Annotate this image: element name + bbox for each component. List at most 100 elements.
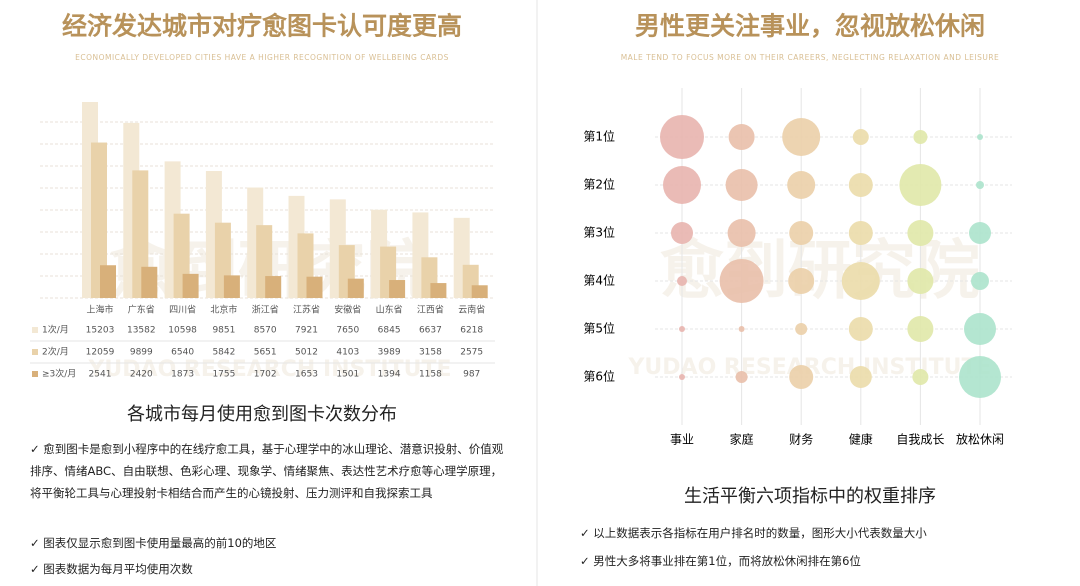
bubble	[719, 259, 764, 303]
table-value: 1653	[295, 370, 318, 380]
bubble	[788, 268, 815, 294]
table-value: 1158	[419, 370, 442, 380]
x-tick-label: 事业	[670, 433, 694, 447]
bubble	[971, 272, 989, 290]
bar	[430, 283, 447, 298]
bubble	[735, 371, 748, 383]
note: 图表仅显示愈到图卡使用量最高的前10的地区	[30, 532, 505, 554]
bubble	[907, 220, 934, 246]
bubble	[728, 124, 755, 150]
table-value: 4103	[336, 348, 359, 358]
bar	[91, 142, 107, 298]
caption: 各城市每月使用愈到图卡次数分布	[127, 404, 397, 425]
bubble	[795, 323, 808, 335]
table-value: 7650	[336, 326, 359, 336]
legend-label: 2次/月	[42, 346, 69, 358]
legend-swatch	[32, 371, 38, 377]
table-value: 1755	[212, 370, 235, 380]
bubble	[977, 134, 983, 140]
table-value: 12059	[86, 348, 115, 358]
y-tick-label: 第6位	[583, 369, 615, 384]
x-tick-label: 自我成长	[896, 433, 944, 447]
bubble	[738, 326, 745, 332]
y-tick-label: 第1位	[583, 129, 615, 144]
table-value: 6845	[378, 326, 401, 336]
note: 男性大多将事业排在第1位，而将放松休闲排在第6位	[580, 550, 1060, 572]
table-value: 9899	[130, 348, 153, 358]
table-value: 5651	[254, 348, 277, 358]
bubble	[912, 369, 929, 385]
caption: 生活平衡六项指标中的权重排序	[684, 486, 936, 507]
y-tick-label: 第4位	[583, 273, 615, 288]
bubble	[848, 317, 873, 341]
table-value: 2575	[460, 348, 483, 358]
table-value: 987	[463, 370, 480, 380]
x-tick-label: 家庭	[730, 432, 754, 447]
bar	[347, 278, 364, 298]
bubble	[969, 222, 991, 244]
x-tick-label: 山东省	[376, 304, 403, 316]
bubble	[787, 171, 816, 199]
chart-title: 男性更关注事业，忽视放松休闲	[635, 12, 985, 41]
y-tick-label: 第3位	[583, 225, 615, 240]
table-value: 5842	[212, 348, 235, 358]
chart-subtitle: ECONOMICALLY DEVELOPED CITIES HAVE A HIG…	[75, 53, 449, 62]
bubble	[841, 262, 880, 300]
table-value: 15203	[86, 326, 115, 336]
table-value: 2420	[130, 370, 153, 380]
bubble	[848, 173, 873, 197]
table-value: 1873	[171, 370, 194, 380]
note: 愈到图卡是愈到小程序中的在线疗愈工具，基于心理学中的冰山理论、潜意识投射、价值观…	[30, 438, 505, 504]
bubble	[727, 219, 756, 247]
y-tick-label: 第2位	[583, 177, 615, 192]
bubble	[913, 130, 928, 144]
table-value: 2541	[89, 370, 112, 380]
table-value: 8570	[254, 326, 277, 336]
bubble	[852, 129, 869, 145]
x-tick-label: 四川省	[169, 304, 196, 316]
bubble	[663, 166, 701, 204]
bar	[132, 170, 149, 298]
legend-swatch	[32, 349, 38, 355]
x-tick-label: 江西省	[417, 304, 444, 316]
table-value: 13582	[127, 326, 156, 336]
y-tick-label: 第5位	[583, 321, 615, 336]
bubble	[789, 365, 814, 389]
bubble	[660, 115, 704, 159]
table-value: 3989	[378, 348, 401, 358]
x-tick-label: 放松休闲	[956, 432, 1004, 447]
legend-label: 1次/月	[42, 324, 69, 336]
chart-subtitle: MALE TEND TO FOCUS MORE ON THEIR CAREERS…	[621, 53, 1000, 62]
bubble	[789, 221, 814, 245]
bubble	[679, 326, 685, 332]
bubble	[959, 356, 1001, 398]
bubble	[782, 118, 821, 156]
x-tick-label: 北京市	[210, 304, 237, 316]
bubble	[849, 366, 872, 388]
note: 图表数据为每月平均使用次数	[30, 558, 505, 580]
bubble	[964, 313, 996, 345]
bar	[223, 275, 240, 298]
table-value: 6218	[460, 326, 483, 336]
table-value: 6637	[419, 326, 442, 336]
bubble	[907, 316, 934, 342]
bar	[141, 266, 158, 298]
x-tick-label: 安徽省	[334, 304, 361, 316]
table-value: 3158	[419, 348, 442, 358]
bar	[389, 280, 406, 298]
bar	[471, 285, 488, 298]
bubble	[976, 181, 984, 189]
bar	[265, 276, 282, 298]
bar	[182, 273, 199, 298]
legend-swatch	[32, 327, 38, 333]
bubble	[671, 222, 693, 244]
table-value: 10598	[168, 326, 197, 336]
bubble	[899, 164, 942, 206]
bar	[306, 276, 323, 298]
x-tick-label: 广东省	[128, 304, 155, 316]
bubble	[907, 268, 934, 294]
x-tick-label: 浙江省	[252, 304, 279, 316]
bubble	[725, 169, 758, 201]
x-tick-label: 云南省	[458, 304, 485, 316]
